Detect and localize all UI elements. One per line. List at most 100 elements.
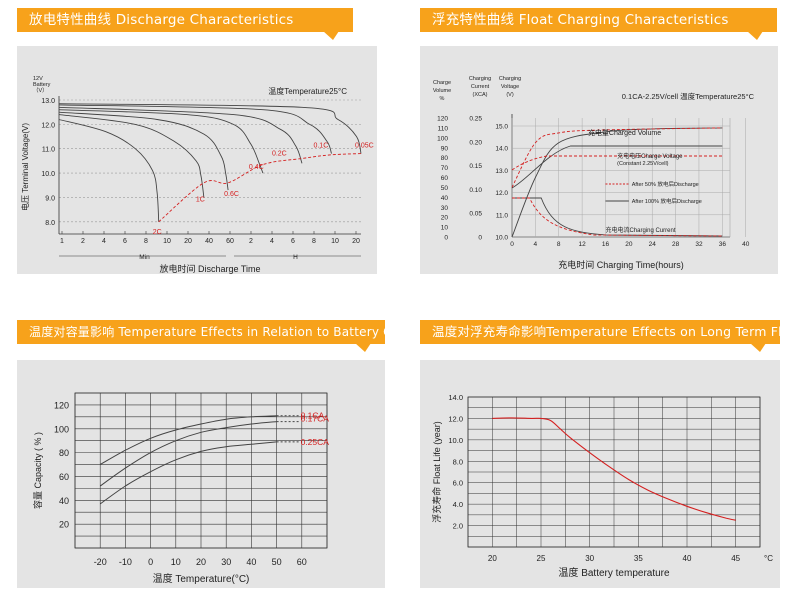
x-axis-label: 温度 Battery temperature [558,566,670,579]
y-tick-label: 13.0 [41,98,55,105]
charging-current-50-curve [512,197,723,237]
x-tick-label: 8 [557,241,561,248]
x-unit-label: °C [764,554,773,563]
y-tick-label: 12.0 [448,414,463,423]
y-tick-label: 8.0 [45,220,55,227]
discharge-title: 放电特性曲线 Discharge Characteristics [17,8,353,40]
current-header: Charging [469,76,491,82]
y-tick-label: 120 [54,400,69,410]
volume-label: 充电量Charged Volume [588,128,661,137]
voltage-header: (V) [506,92,514,98]
curve-label-1C: 1C [196,196,205,203]
temperature-note: 温度Temperature25°C [268,86,347,96]
charge-condition-note: 0.1CA-2.25V/cell 温度Temperature25°C [622,91,755,101]
y-tick-label: 11.0 [42,147,55,154]
x-tick-label: 0 [148,557,153,567]
voltage-label: 充电电压Charge Voltage [617,152,683,160]
discharge-curve-0.6C [58,111,229,191]
float-life-panel: 温度对浮充寿命影响Temperature Effects on Long Ter… [420,320,805,588]
y-tick-label: 14.0 [448,393,463,402]
x-tick-label: 28 [672,241,680,248]
float-charging-title: 浮充特性曲线 Float Charging Characteristics [420,8,777,40]
x-tick-label: 60 [297,557,307,567]
volume-tick-label: 70 [441,165,449,172]
x-tick-label: 25 [537,554,546,563]
curve-label-0.1C: 0.1C [313,143,328,150]
y-unit-label: （V） [33,87,48,94]
voltage-tick-label: 14.0 [495,146,508,153]
y-axis-label: 电压 Terminal Voltage(V) [20,123,30,211]
voltage-header: Charging [499,76,521,82]
y-unit-label: Battery [33,82,51,88]
x-tick-label: 20 [196,557,206,567]
temp-capacity-title: 温度对容量影响 Temperature Effects in Relation … [17,320,437,352]
voltage-tick-label: 13.0 [495,168,508,175]
x-tick-label: 40 [742,241,750,248]
curve-label-0.6C: 0.6C [224,191,239,198]
x-tick-label: 10 [331,238,339,245]
x-tick-label: 45 [731,554,740,563]
discharge-curve-0.05C [58,103,362,154]
x-tick-label: 20 [625,241,633,248]
temp-capacity-panel: 温度对容量影响 Temperature Effects in Relation … [17,320,437,588]
y-tick-label: 10.0 [41,171,55,178]
x-tick-label: 20 [352,238,360,245]
discharge-curve-0.1C [58,104,332,154]
x-tick-label: 0 [510,241,514,248]
y-axis-label: 容量 Capacity ( % ) [32,432,43,509]
x-tick-label: 40 [683,554,692,563]
curve-label-0.1CA: 0.1CA [301,411,325,421]
x-tick-label: 1 [60,238,64,245]
y-unit-label: 12V [33,76,43,82]
curve-label-0.05C: 0.05C [355,143,374,150]
y-axis-label: 浮充寿命 Float Life (year) [431,421,442,523]
current-tick-label: 0.05 [469,211,482,218]
y-tick-label: 100 [54,424,69,434]
curve-label-0.25CA: 0.25CA [301,437,330,447]
volume-tick-label: 20 [441,215,449,222]
y-tick-label: 4.0 [453,500,463,509]
current-header: (XCA) [473,92,488,98]
x-tick-label: 20 [488,554,497,563]
temp-capacity-chart: 120 100 80 60 40 20 -20 -10 0 10 20 30 40 50 60 温度 Temp… [32,392,330,585]
x-tick-label: 8 [312,238,316,245]
x-tick-label: 2 [81,238,85,245]
legend-after50: After 50% 放电后Discharge [632,180,699,188]
y-tick-label: 20 [59,520,69,530]
volume-tick-label: 30 [441,205,449,212]
current-header: Current [471,84,490,90]
x-tick-label: 60 [226,238,234,245]
x-tick-label: 6 [291,238,295,245]
x-tick-label: 10 [171,557,181,567]
charge-voltage-curve [511,145,723,189]
float-life-curve [492,417,736,521]
curve-label-0.2C: 0.2C [272,150,287,157]
curve-label-0.17CA: 0.17CA [301,414,330,424]
voltage-tick-label: 15.0 [495,124,508,131]
capacity-curve-0.1CA [99,415,277,465]
discharge-curve-2C [58,119,160,222]
y-tick-label: 40 [59,496,69,506]
y-tick-label: 10.0 [448,436,463,445]
discharge-panel: 放电特性曲线 Discharge Characteristics 12V Batt… [17,8,377,274]
x-tick-label: 24 [649,241,657,248]
x-tick-label: -10 [119,557,132,567]
voltage-tick-label: 11.0 [496,212,509,219]
x-tick-label: 8 [144,238,148,245]
volume-tick-label: 80 [441,155,449,162]
voltage-tick-label: 12.0 [495,190,508,197]
volume-tick-label: 0 [444,235,448,242]
x-tick-label: 40 [205,238,213,245]
charging-current-curve [512,197,723,237]
current-tick-label: 0.25 [469,116,482,123]
charge-voltage-50-curve [511,155,723,171]
x-tick-label: 10 [163,238,171,245]
y-tick-label: 12.0 [41,122,55,129]
y-tick-label: 8.0 [453,457,463,466]
y-tick-label: 6.0 [453,479,463,488]
voltage-sub-label: (Constant 2.25V/cell) [617,161,669,167]
x-tick-label: 30 [585,554,594,563]
float-life-title: 温度对浮充寿命影响Temperature Effects on Long Ter… [420,320,805,352]
current-label: 充电电流Charging Current [605,226,675,234]
